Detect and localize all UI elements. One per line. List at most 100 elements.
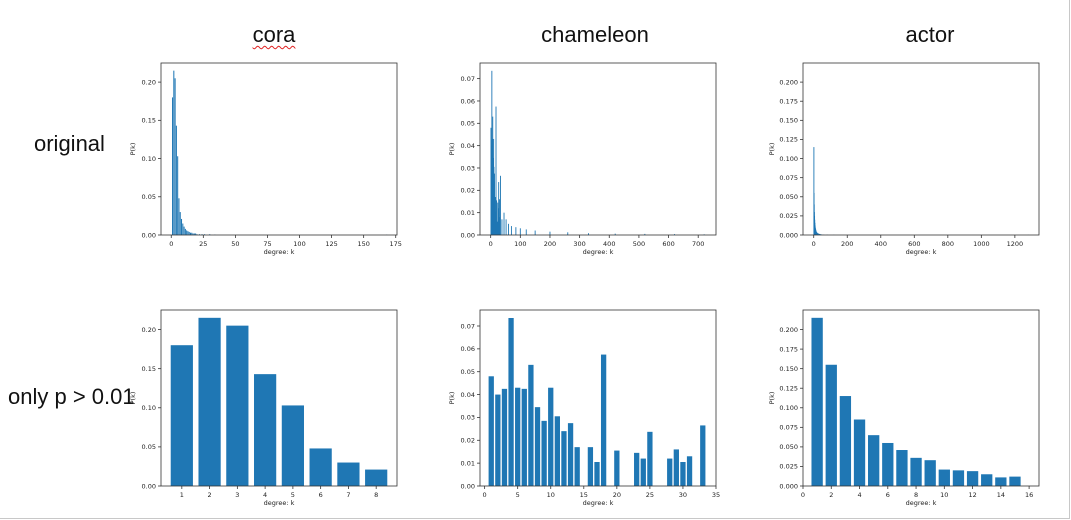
bar (868, 435, 880, 486)
x-tick-label: 8 (914, 491, 918, 499)
y-tick-label: 0.100 (779, 404, 798, 412)
bar (614, 450, 620, 486)
bar (853, 419, 866, 486)
x-tick-label: 175 (390, 240, 402, 248)
chart-chameleon-original: 0 100 200 300 400 500 600 700 0.00 0.01 0.02 0.03 0.… (448, 62, 717, 256)
bar (567, 423, 574, 486)
x-tick-label: 5 (516, 491, 520, 499)
y-tick-label: 0.000 (779, 482, 798, 490)
x-tick-label: 400 (603, 240, 615, 248)
bar (186, 230, 188, 235)
bar (924, 460, 936, 486)
y-tick-label: 0.200 (779, 78, 798, 86)
bar (574, 447, 580, 486)
x-tick-label: 0 (812, 240, 816, 248)
bar (182, 223, 184, 235)
bar (177, 156, 179, 235)
bar (309, 448, 332, 486)
bar (337, 462, 360, 486)
y-tick-label: 0.050 (779, 443, 798, 451)
bar (818, 233, 820, 235)
x-tick-label: 3 (235, 491, 239, 499)
x-tick-label: 8 (374, 491, 378, 499)
x-tick-label: 300 (573, 240, 585, 248)
y-tick-label: 0.02 (461, 187, 475, 195)
bar (496, 221, 498, 235)
y-tick-label: 0.06 (461, 97, 475, 105)
bar (548, 387, 554, 486)
bar (187, 231, 189, 235)
y-tick-label: 0.05 (461, 368, 475, 376)
bar (495, 394, 501, 486)
x-tick-label: 1200 (1007, 240, 1024, 248)
bar (825, 364, 837, 486)
x-tick-label: 25 (646, 491, 654, 499)
y-tick-label: 0.025 (779, 212, 798, 220)
y-tick-label: 0.04 (461, 142, 475, 150)
y-tick-label: 0.00 (461, 231, 475, 239)
bar (510, 226, 512, 235)
bar (503, 212, 505, 235)
bar (634, 452, 640, 486)
bar (910, 457, 922, 486)
bar (614, 233, 616, 235)
bar (501, 219, 503, 235)
y-tick-label: 0.10 (142, 155, 156, 163)
y-axis-label: P(k) (448, 392, 456, 405)
bar (667, 458, 673, 486)
x-tick-label: 1 (180, 491, 184, 499)
bar (819, 234, 821, 235)
x-tick-label: 125 (325, 240, 337, 248)
bar (175, 125, 177, 235)
bar (195, 233, 197, 235)
bar (966, 471, 979, 486)
bar (501, 388, 508, 486)
x-tick-label: 100 (514, 240, 526, 248)
plot-frame (802, 62, 1040, 236)
x-tick-label: 0 (801, 491, 805, 499)
y-tick-label: 0.07 (461, 75, 475, 83)
bar (508, 223, 509, 235)
bar (700, 425, 706, 486)
y-tick-label: 0.00 (461, 482, 475, 490)
bar (172, 97, 174, 236)
y-tick-label: 0.175 (779, 345, 798, 353)
chart-cora-filtered: 1 2 3 4 5 6 7 8 0.00 0.05 0.10 0.15 0.20 degree: k P(k… (129, 309, 398, 507)
row-label-original: original (34, 131, 105, 156)
x-tick-label: 400 (875, 240, 887, 248)
y-axis-label: P(k) (768, 143, 776, 156)
x-tick-label: 700 (692, 240, 704, 248)
x-tick-label: 12 (968, 491, 976, 499)
bar (686, 456, 693, 486)
x-tick-label: 50 (231, 240, 239, 248)
bar (554, 416, 560, 486)
x-tick-label: 0 (483, 491, 487, 499)
bar (508, 318, 514, 486)
bar (519, 228, 521, 235)
bar (281, 405, 304, 486)
x-tick-label: 100 (293, 240, 305, 248)
y-tick-label: 0.025 (779, 463, 798, 471)
y-tick-label: 0.075 (779, 174, 798, 182)
x-tick-label: 1000 (973, 240, 990, 248)
bar (495, 106, 497, 235)
x-tick-label: 4 (263, 491, 267, 499)
bar (515, 387, 521, 486)
x-tick-label: 600 (662, 240, 674, 248)
y-tick-label: 0.075 (779, 424, 798, 432)
bar (254, 374, 277, 486)
x-tick-label: 200 (544, 240, 556, 248)
bar (497, 208, 499, 235)
x-tick-label: 2 (208, 491, 212, 499)
bar (488, 376, 494, 486)
y-tick-label: 0.00 (142, 482, 156, 490)
bar (549, 231, 551, 235)
y-tick-label: 0.05 (142, 443, 156, 451)
x-tick-label: 200 (841, 240, 853, 248)
x-tick-label: 10 (940, 491, 948, 499)
bar (496, 200, 498, 235)
x-tick-label: 600 (908, 240, 920, 248)
x-tick-label: 150 (357, 240, 369, 248)
bar (1009, 476, 1021, 486)
